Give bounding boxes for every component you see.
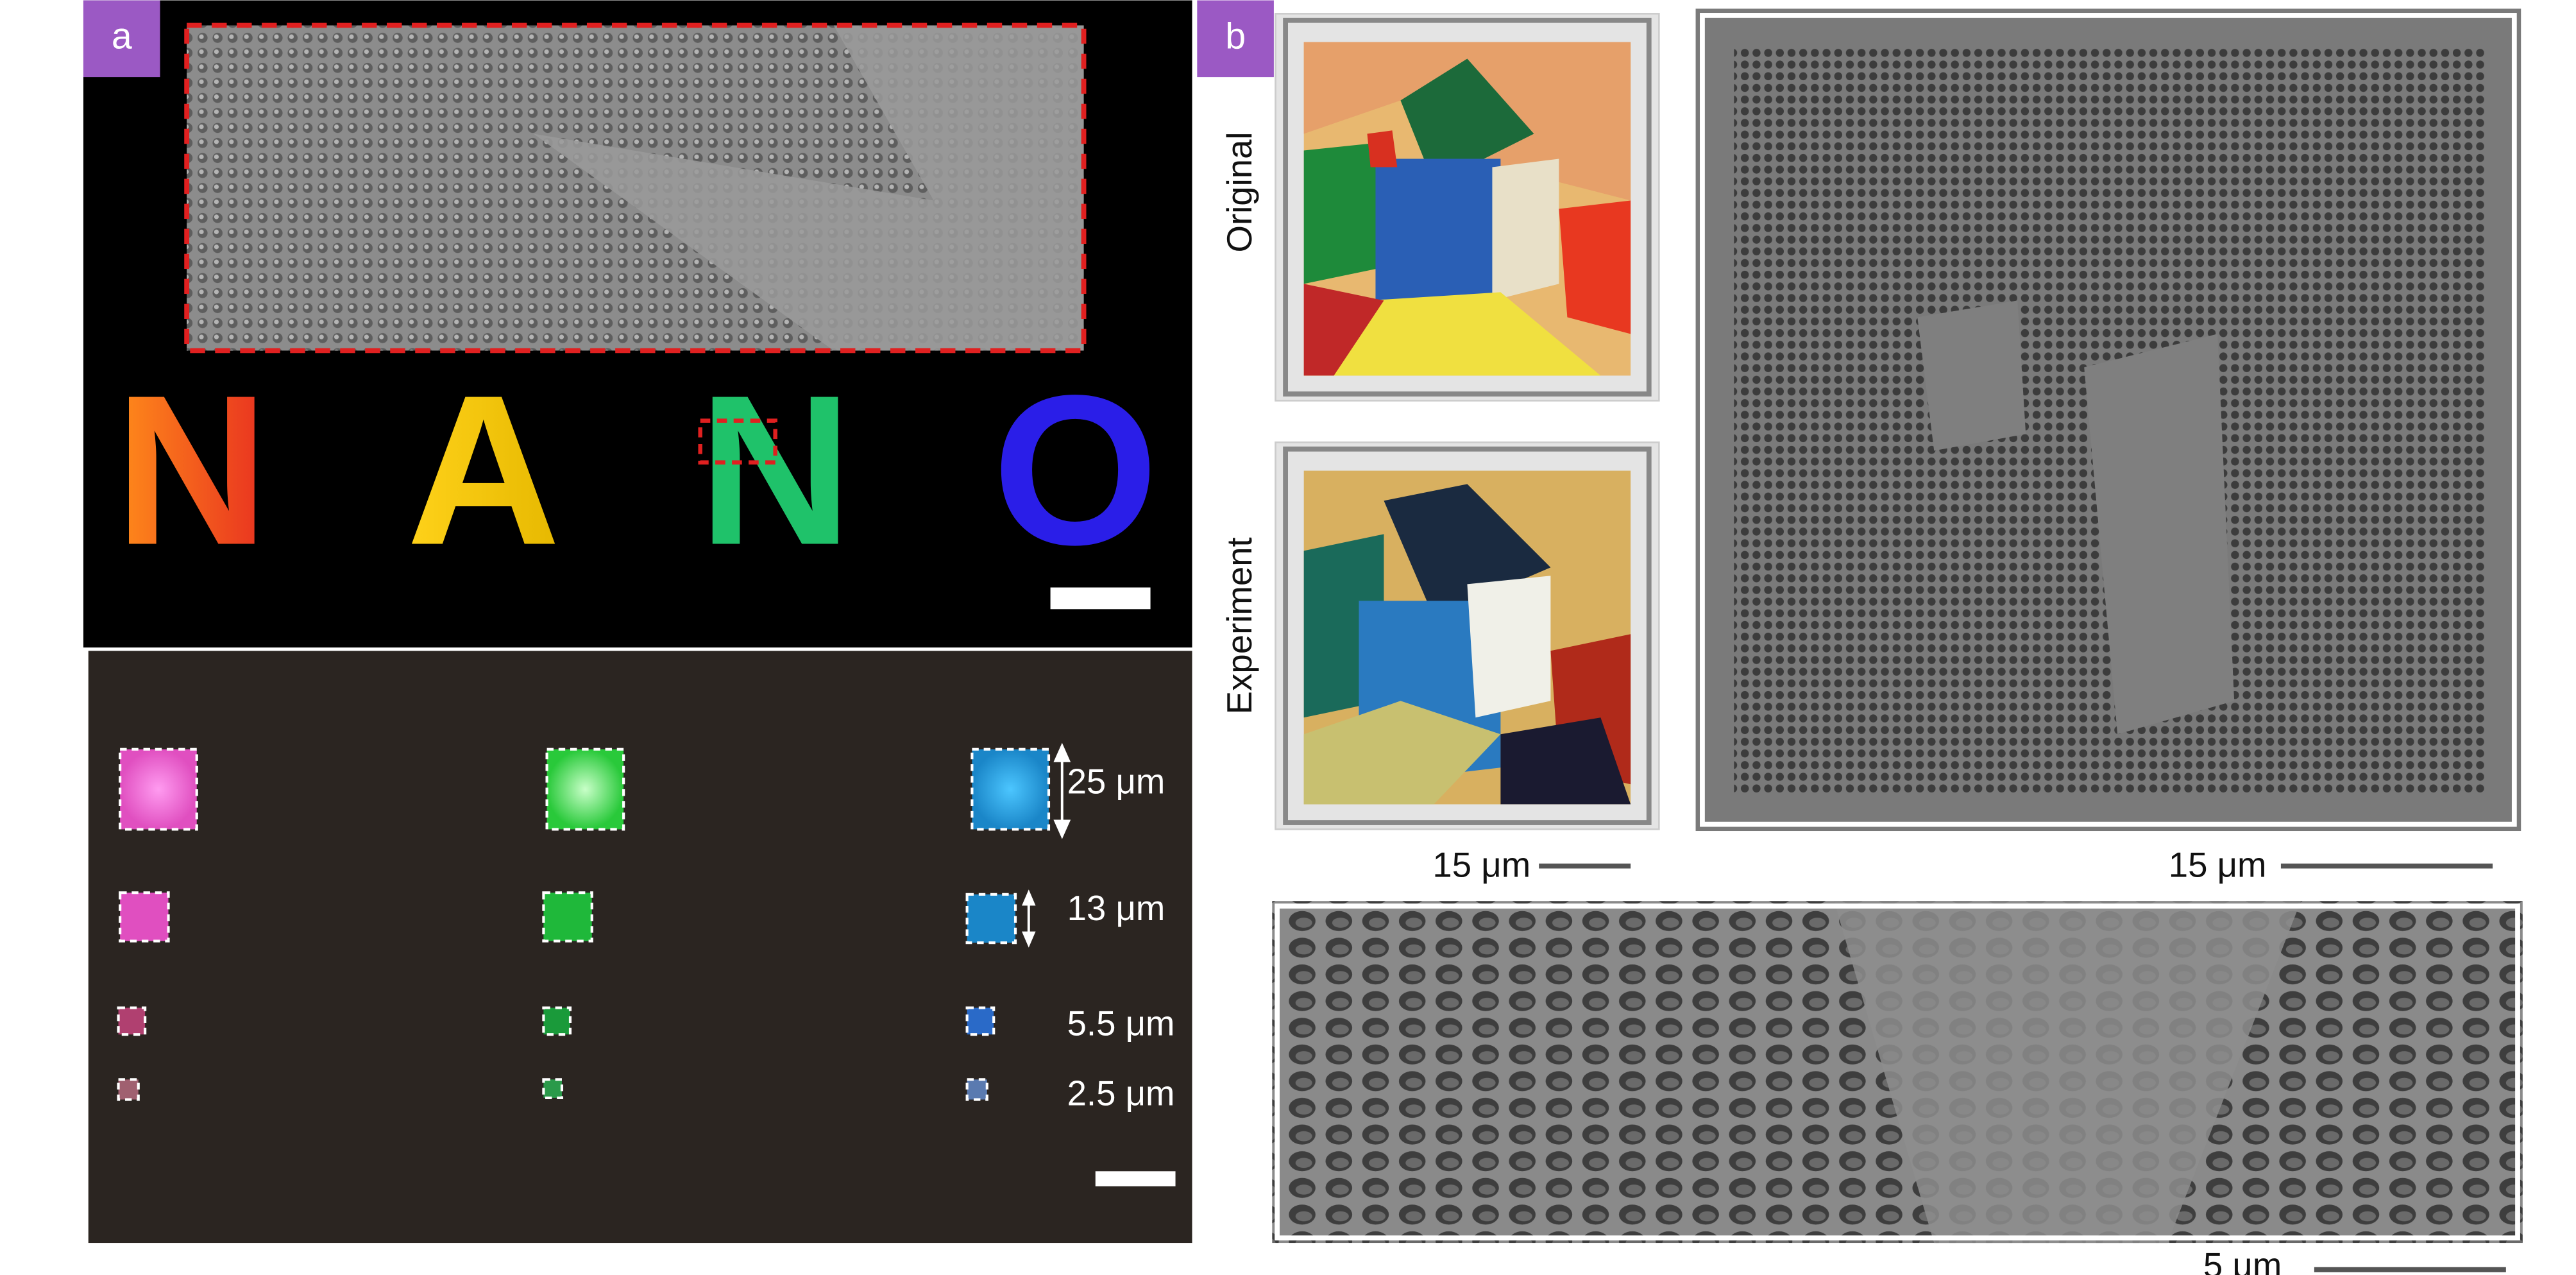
size-label: 5.5 μm xyxy=(1067,1004,1175,1043)
panel-label: b xyxy=(1225,15,1246,56)
sem-region xyxy=(1917,300,2026,451)
frame-inner xyxy=(1283,17,1652,397)
zoom-box xyxy=(698,418,777,465)
letter: O xyxy=(992,350,1158,589)
painting-experiment xyxy=(1303,470,1631,805)
size-label: 2.5 μm xyxy=(1067,1074,1175,1113)
scale-label: 15 μm xyxy=(2169,846,2267,885)
arrows xyxy=(1022,742,1071,948)
row-label: Original xyxy=(1220,132,1259,252)
inset-border xyxy=(184,22,1087,354)
scale-bar xyxy=(1050,587,1151,610)
size-label: 13 μm xyxy=(1067,889,1165,928)
label-box xyxy=(83,0,160,78)
frame-inner xyxy=(1283,446,1652,825)
label-box xyxy=(1197,0,1274,78)
letter: N xyxy=(699,350,852,589)
panel-label: a xyxy=(112,15,132,56)
scale-label: 5 μm xyxy=(2203,1245,2282,1275)
painting-original xyxy=(1303,42,1631,376)
frame xyxy=(1275,903,2520,1241)
sem-region xyxy=(1834,901,2301,1244)
scale-bar xyxy=(1095,1171,1176,1186)
scale-label: 15 μm xyxy=(1432,846,1530,885)
sem-region xyxy=(533,25,1084,351)
squares xyxy=(117,748,1051,1101)
panel-a-bottom xyxy=(88,651,1192,1244)
frame xyxy=(1700,13,2517,827)
letter: N xyxy=(115,350,269,589)
size-label: 25 μm xyxy=(1067,762,1165,801)
row-label: Experiment xyxy=(1220,537,1259,714)
letter: A xyxy=(407,350,561,589)
sem-region xyxy=(2084,334,2235,735)
